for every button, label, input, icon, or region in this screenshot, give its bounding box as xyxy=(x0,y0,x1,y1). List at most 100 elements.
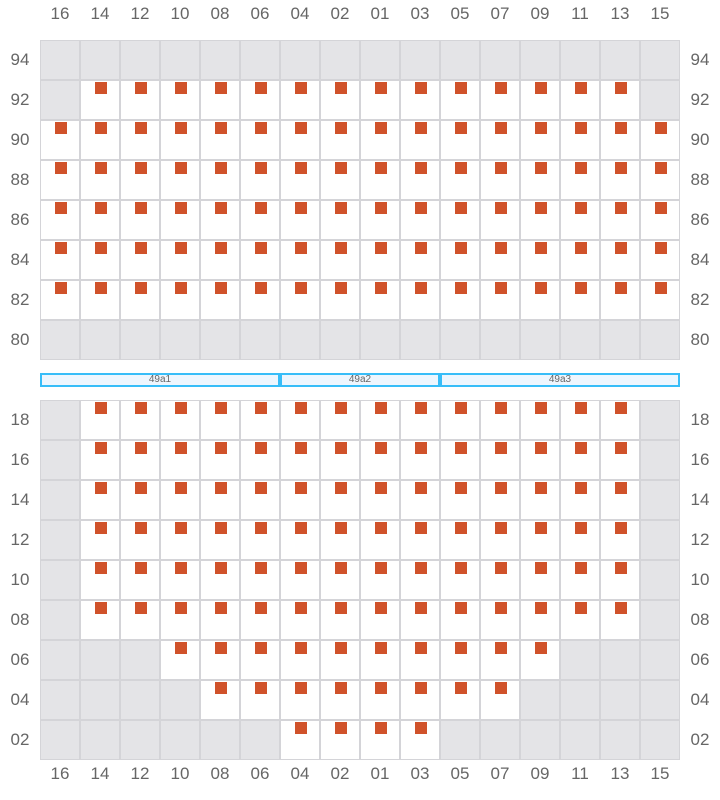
seat-18-13[interactable] xyxy=(615,402,627,414)
seat-18-01[interactable] xyxy=(375,402,387,414)
seat-92-12[interactable] xyxy=(135,82,147,94)
seat-88-11[interactable] xyxy=(575,162,587,174)
seat-04-06[interactable] xyxy=(255,682,267,694)
seat-06-05[interactable] xyxy=(455,642,467,654)
seat-08-14[interactable] xyxy=(95,602,107,614)
seat-90-05[interactable] xyxy=(455,122,467,134)
seat-86-05[interactable] xyxy=(455,202,467,214)
seat-90-15[interactable] xyxy=(655,122,667,134)
seat-10-11[interactable] xyxy=(575,562,587,574)
seat-18-11[interactable] xyxy=(575,402,587,414)
seat-88-04[interactable] xyxy=(295,162,307,174)
seat-08-08[interactable] xyxy=(215,602,227,614)
seat-02-01[interactable] xyxy=(375,722,387,734)
seat-12-02[interactable] xyxy=(335,522,347,534)
seat-08-01[interactable] xyxy=(375,602,387,614)
seat-84-08[interactable] xyxy=(215,242,227,254)
seat-84-16[interactable] xyxy=(55,242,67,254)
seat-92-14[interactable] xyxy=(95,82,107,94)
seat-06-04[interactable] xyxy=(295,642,307,654)
seat-88-13[interactable] xyxy=(615,162,627,174)
seat-88-03[interactable] xyxy=(415,162,427,174)
seat-12-08[interactable] xyxy=(215,522,227,534)
section-bar-49a1[interactable]: 49a1 xyxy=(40,373,280,387)
seat-14-09[interactable] xyxy=(535,482,547,494)
seat-88-08[interactable] xyxy=(215,162,227,174)
seat-08-12[interactable] xyxy=(135,602,147,614)
seat-08-13[interactable] xyxy=(615,602,627,614)
seat-86-10[interactable] xyxy=(175,202,187,214)
seat-88-12[interactable] xyxy=(135,162,147,174)
seat-90-06[interactable] xyxy=(255,122,267,134)
seat-90-03[interactable] xyxy=(415,122,427,134)
seat-86-09[interactable] xyxy=(535,202,547,214)
seat-14-13[interactable] xyxy=(615,482,627,494)
seat-92-06[interactable] xyxy=(255,82,267,94)
seat-08-03[interactable] xyxy=(415,602,427,614)
seat-82-13[interactable] xyxy=(615,282,627,294)
seat-18-10[interactable] xyxy=(175,402,187,414)
seat-90-01[interactable] xyxy=(375,122,387,134)
seat-12-07[interactable] xyxy=(495,522,507,534)
seat-90-09[interactable] xyxy=(535,122,547,134)
seat-12-01[interactable] xyxy=(375,522,387,534)
seat-02-03[interactable] xyxy=(415,722,427,734)
seat-16-12[interactable] xyxy=(135,442,147,454)
seat-16-07[interactable] xyxy=(495,442,507,454)
seat-84-12[interactable] xyxy=(135,242,147,254)
section-bar-49a2[interactable]: 49a2 xyxy=(280,373,440,387)
seat-04-05[interactable] xyxy=(455,682,467,694)
seat-86-03[interactable] xyxy=(415,202,427,214)
seat-86-15[interactable] xyxy=(655,202,667,214)
seat-16-03[interactable] xyxy=(415,442,427,454)
seat-18-08[interactable] xyxy=(215,402,227,414)
seat-86-02[interactable] xyxy=(335,202,347,214)
seat-06-08[interactable] xyxy=(215,642,227,654)
seat-14-05[interactable] xyxy=(455,482,467,494)
seat-84-04[interactable] xyxy=(295,242,307,254)
seat-92-13[interactable] xyxy=(615,82,627,94)
seat-82-05[interactable] xyxy=(455,282,467,294)
seat-16-10[interactable] xyxy=(175,442,187,454)
seat-10-07[interactable] xyxy=(495,562,507,574)
seat-16-06[interactable] xyxy=(255,442,267,454)
seat-90-10[interactable] xyxy=(175,122,187,134)
seat-10-12[interactable] xyxy=(135,562,147,574)
seat-06-06[interactable] xyxy=(255,642,267,654)
seat-10-01[interactable] xyxy=(375,562,387,574)
seat-02-04[interactable] xyxy=(295,722,307,734)
seat-92-09[interactable] xyxy=(535,82,547,94)
seat-82-09[interactable] xyxy=(535,282,547,294)
seat-90-04[interactable] xyxy=(295,122,307,134)
seat-88-01[interactable] xyxy=(375,162,387,174)
seat-18-14[interactable] xyxy=(95,402,107,414)
seat-92-05[interactable] xyxy=(455,82,467,94)
seat-86-01[interactable] xyxy=(375,202,387,214)
seat-88-07[interactable] xyxy=(495,162,507,174)
seat-08-05[interactable] xyxy=(455,602,467,614)
seat-18-12[interactable] xyxy=(135,402,147,414)
section-bar-49a3[interactable]: 49a3 xyxy=(440,373,680,387)
seat-06-02[interactable] xyxy=(335,642,347,654)
seat-12-04[interactable] xyxy=(295,522,307,534)
seat-90-11[interactable] xyxy=(575,122,587,134)
seat-84-07[interactable] xyxy=(495,242,507,254)
seat-08-04[interactable] xyxy=(295,602,307,614)
seat-82-15[interactable] xyxy=(655,282,667,294)
seat-16-04[interactable] xyxy=(295,442,307,454)
seat-06-01[interactable] xyxy=(375,642,387,654)
seat-90-08[interactable] xyxy=(215,122,227,134)
seat-84-02[interactable] xyxy=(335,242,347,254)
seat-18-06[interactable] xyxy=(255,402,267,414)
seat-08-10[interactable] xyxy=(175,602,187,614)
seat-10-14[interactable] xyxy=(95,562,107,574)
seat-16-02[interactable] xyxy=(335,442,347,454)
seat-84-03[interactable] xyxy=(415,242,427,254)
seat-90-13[interactable] xyxy=(615,122,627,134)
seat-14-03[interactable] xyxy=(415,482,427,494)
seat-92-01[interactable] xyxy=(375,82,387,94)
seat-14-12[interactable] xyxy=(135,482,147,494)
seat-10-04[interactable] xyxy=(295,562,307,574)
seat-16-14[interactable] xyxy=(95,442,107,454)
seat-08-07[interactable] xyxy=(495,602,507,614)
